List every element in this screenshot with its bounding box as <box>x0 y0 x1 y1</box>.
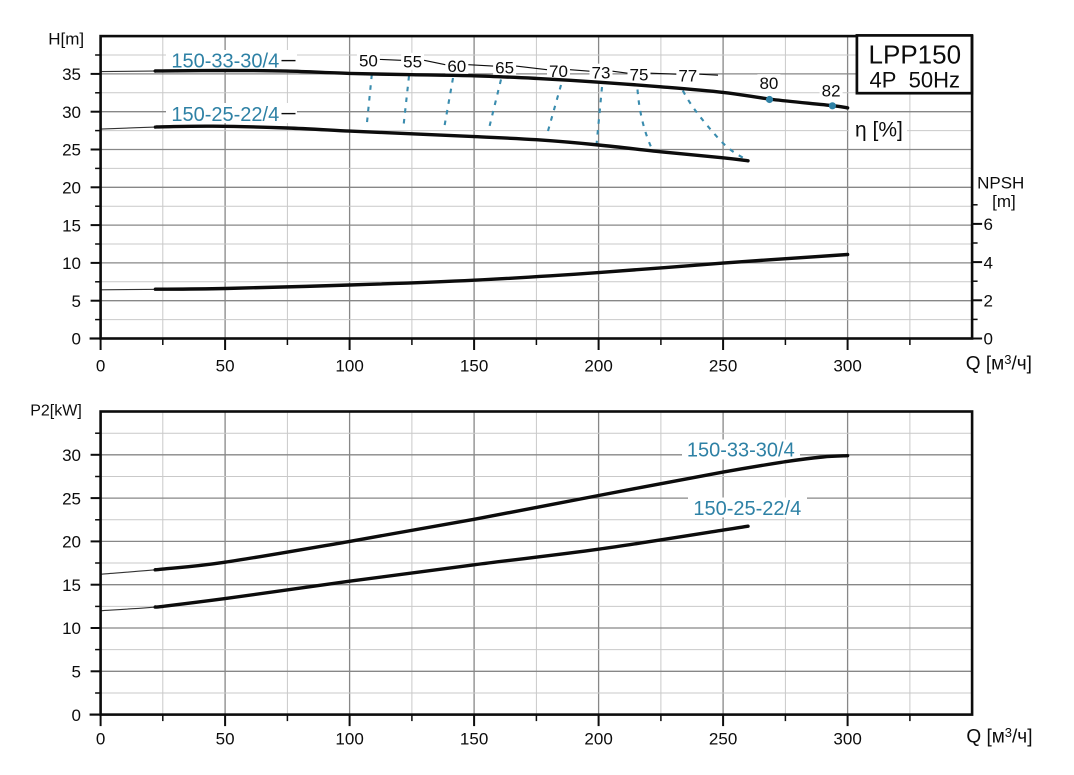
svg-text:0: 0 <box>96 356 105 375</box>
svg-text:4P 50Hz: 4P 50Hz <box>870 67 961 92</box>
svg-text:50: 50 <box>216 730 235 749</box>
svg-text:0: 0 <box>72 330 81 349</box>
svg-text:35: 35 <box>62 65 81 84</box>
svg-text:20: 20 <box>62 533 81 552</box>
svg-text:0: 0 <box>96 730 105 749</box>
svg-text:300: 300 <box>833 730 861 749</box>
svg-text:82: 82 <box>822 81 841 100</box>
svg-text:300: 300 <box>833 356 861 375</box>
svg-text:H[m]: H[m] <box>48 29 84 48</box>
svg-text:80: 80 <box>759 74 778 93</box>
svg-text:NPSH: NPSH <box>977 174 1024 193</box>
svg-text:150: 150 <box>460 356 488 375</box>
svg-text:2: 2 <box>984 292 993 311</box>
svg-text:Q [м3/ч]: Q [м3/ч] <box>966 352 1032 375</box>
svg-text:15: 15 <box>62 576 81 595</box>
svg-text:LPP150: LPP150 <box>869 39 962 69</box>
svg-text:10: 10 <box>62 254 81 273</box>
svg-text:77: 77 <box>678 66 697 85</box>
svg-text:Q [м3/ч]: Q [м3/ч] <box>966 725 1032 748</box>
svg-text:5: 5 <box>72 663 81 682</box>
svg-text:30: 30 <box>62 103 81 122</box>
svg-text:73: 73 <box>592 63 611 82</box>
svg-text:6: 6 <box>984 215 993 234</box>
svg-text:55: 55 <box>403 53 422 72</box>
svg-text:η [%]: η [%] <box>855 119 903 142</box>
svg-text:100: 100 <box>335 356 363 375</box>
svg-text:50: 50 <box>359 52 378 71</box>
svg-text:0: 0 <box>984 330 993 349</box>
svg-text:30: 30 <box>62 446 81 465</box>
svg-text:15: 15 <box>62 216 81 235</box>
svg-text:0: 0 <box>72 706 81 725</box>
svg-text:200: 200 <box>584 356 612 375</box>
svg-text:75: 75 <box>630 65 649 84</box>
svg-text:50: 50 <box>216 356 235 375</box>
svg-text:150-25-22/4: 150-25-22/4 <box>171 104 279 126</box>
svg-text:200: 200 <box>584 730 612 749</box>
svg-text:150-25-22/4: 150-25-22/4 <box>693 498 801 520</box>
svg-text:25: 25 <box>62 141 81 160</box>
svg-text:65: 65 <box>495 58 514 77</box>
svg-text:10: 10 <box>62 619 81 638</box>
svg-text:150: 150 <box>460 730 488 749</box>
svg-text:100: 100 <box>335 730 363 749</box>
svg-text:25: 25 <box>62 489 81 508</box>
svg-text:5: 5 <box>72 292 81 311</box>
svg-text:250: 250 <box>709 730 737 749</box>
svg-text:60: 60 <box>447 57 466 76</box>
svg-text:250: 250 <box>709 356 737 375</box>
svg-text:70: 70 <box>549 62 568 81</box>
svg-text:150-33-30/4: 150-33-30/4 <box>171 51 279 73</box>
svg-text:P2[kW]: P2[kW] <box>30 402 82 419</box>
svg-text:[m]: [m] <box>992 192 1016 211</box>
svg-text:4: 4 <box>984 253 993 272</box>
svg-text:20: 20 <box>62 179 81 198</box>
svg-text:150-33-30/4: 150-33-30/4 <box>687 440 795 462</box>
